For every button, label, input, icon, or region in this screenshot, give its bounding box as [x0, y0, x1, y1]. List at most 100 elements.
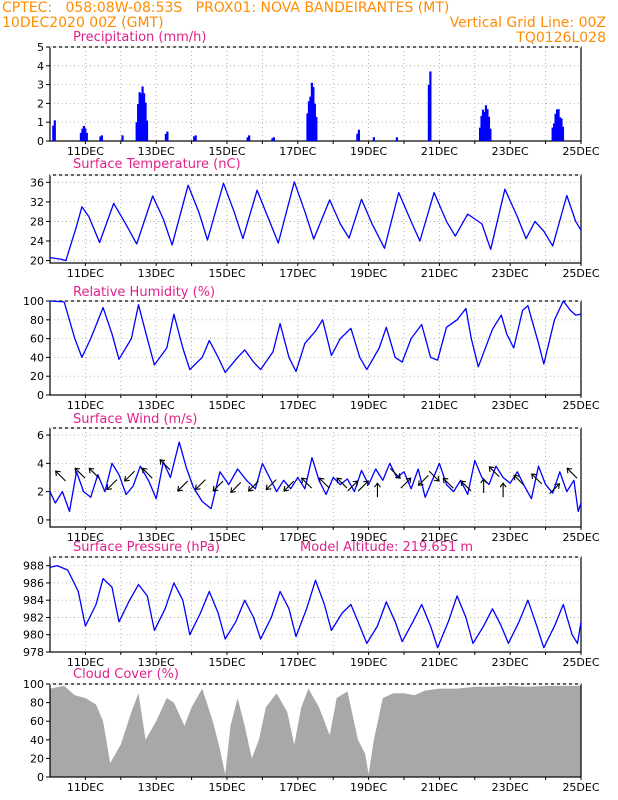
temp-xtick-label: 15DEC: [208, 267, 245, 280]
pres-series-line: [49, 564, 582, 649]
wind-arrow: [417, 474, 429, 486]
wind-arrow-shaft: [531, 473, 543, 485]
cloud-xtick-label: 19DEC: [350, 781, 387, 794]
wind-arrow-head: [352, 480, 359, 487]
precipitation-bar: [164, 133, 167, 141]
wind-arrow: [88, 467, 100, 479]
wind-ytick-label: 4: [37, 457, 44, 470]
wind-arrow: [513, 474, 525, 486]
precipitation-bar: [558, 117, 562, 141]
wind-ytick-label: 0: [37, 514, 44, 527]
wind-arrow-head: [212, 485, 219, 492]
precipitation-bar: [84, 128, 87, 141]
wind-arrow-shaft: [248, 480, 259, 492]
rh-xtick-label: 21DEC: [421, 399, 458, 412]
wind-arrow-shaft: [460, 480, 472, 492]
wind-arrow-head: [363, 480, 369, 487]
temp-ytick-label: 32: [30, 196, 44, 209]
precip-ytick-label: 1: [37, 116, 44, 129]
wind-arrow: [177, 480, 189, 492]
cloud-ytick-label: 40: [30, 734, 44, 747]
precipitation-bar: [557, 109, 560, 141]
cloud-ytick-label: 60: [30, 715, 44, 728]
precipitation-bar: [427, 84, 431, 141]
precipitation-bar: [141, 86, 144, 141]
precipitation-bar: [145, 120, 149, 141]
wind-xtick-label: 11DEC: [67, 531, 104, 544]
wind-arrow: [159, 459, 171, 471]
precipitation-bar: [489, 128, 492, 141]
wind-arrow: [141, 467, 153, 479]
wind-series-line: [49, 441, 582, 513]
rh-xtick-label: 15DEC: [208, 399, 245, 412]
rh-xtick-label: 13DEC: [138, 399, 175, 412]
rh-ytick-label: 100: [23, 295, 44, 308]
wind-arrow: [247, 480, 259, 492]
wind-arrow-shaft: [55, 470, 66, 482]
wind-frame: [49, 427, 582, 528]
wind-arrow-head: [554, 483, 561, 489]
header-grid-note: Vertical Grid Line: 00Z: [449, 15, 606, 31]
temp-panel: Surface Temperature (nC) 20 24 28 32 36 11DEC 1…: [30, 157, 600, 280]
rh-ytick-label: 60: [30, 333, 44, 346]
precipitation-bar: [481, 109, 485, 141]
precipitation-bar: [81, 128, 84, 141]
wind-arrow: [499, 482, 507, 498]
wind-arrow: [428, 470, 440, 482]
rh-xtick-label: 11DEC: [67, 399, 104, 412]
wind-arrow-shaft: [283, 480, 295, 492]
wind-arrow: [318, 477, 330, 489]
precipitation-bar: [395, 137, 398, 141]
temp-xtick-label: 11DEC: [67, 267, 104, 280]
precipitation-bar: [487, 116, 491, 141]
rh-xtick-label: 25DEC: [562, 399, 599, 412]
temp-xtick-label: 17DEC: [279, 267, 316, 280]
wind-arrow-head: [247, 485, 254, 492]
precip-xtick-label: 17DEC: [279, 145, 316, 158]
pres-panel: Surface Pressure (hPa) Model Altitude: 21…: [23, 540, 600, 669]
cloud-title: Cloud Cover (%): [73, 667, 179, 682]
precip-title: Precipitation (mm/h): [73, 30, 206, 45]
wind-arrow: [265, 479, 277, 491]
wind-arrow: [357, 480, 369, 492]
precip-xtick-label: 13DEC: [138, 145, 175, 158]
wind-arrow-head: [566, 467, 573, 474]
wind-arrow: [124, 470, 135, 482]
wind-arrow-head: [395, 473, 401, 479]
precipitation-bar: [561, 126, 565, 141]
wind-arrow-shaft: [230, 482, 242, 493]
wind-arrow-shaft: [357, 480, 369, 492]
wind-title: Surface Wind (m/s): [73, 412, 197, 427]
wind-arrow-shaft: [347, 480, 359, 492]
cloud-xtick-label: 23DEC: [492, 781, 529, 794]
precipitation-bar: [553, 123, 556, 141]
wind-arrow-head: [417, 480, 424, 486]
wind-arrow: [374, 482, 381, 498]
precipitation-bar: [135, 122, 138, 141]
wind-arrow-head: [55, 470, 61, 477]
temp-ytick-label: 20: [30, 255, 44, 268]
precipitation-bar: [560, 118, 563, 141]
pres-ytick-label: 988: [23, 560, 44, 573]
pres-frame: [49, 556, 582, 653]
wind-xtick-label: 21DEC: [421, 531, 458, 544]
wind-arrow-head: [374, 482, 381, 488]
precipitation-bar: [144, 102, 147, 141]
wind-xtick-label: 23DEC: [492, 531, 529, 544]
precipitation-bar: [121, 135, 124, 141]
pres-ytick-label: 980: [23, 629, 44, 642]
precipitation-bar: [312, 87, 315, 141]
wind-arrow-head: [194, 484, 201, 491]
cloud-xtick-label: 11DEC: [67, 781, 104, 794]
temp-xtick-label: 19DEC: [350, 267, 387, 280]
precip-panel: Precipitation (mm/h) 0 1 2 3 4 5 11DEC 13DEC 15DE…: [37, 30, 600, 158]
wind-arrow-head: [513, 474, 520, 481]
precipitation-bar: [372, 137, 375, 141]
cloud-ytick-label: 80: [30, 697, 44, 710]
wind-arrow-head: [74, 467, 81, 474]
precipitation-bar: [248, 135, 251, 141]
wind-arrow-head: [405, 477, 412, 484]
rh-ytick-label: 0: [37, 389, 44, 402]
precipitation-bar: [480, 115, 483, 141]
